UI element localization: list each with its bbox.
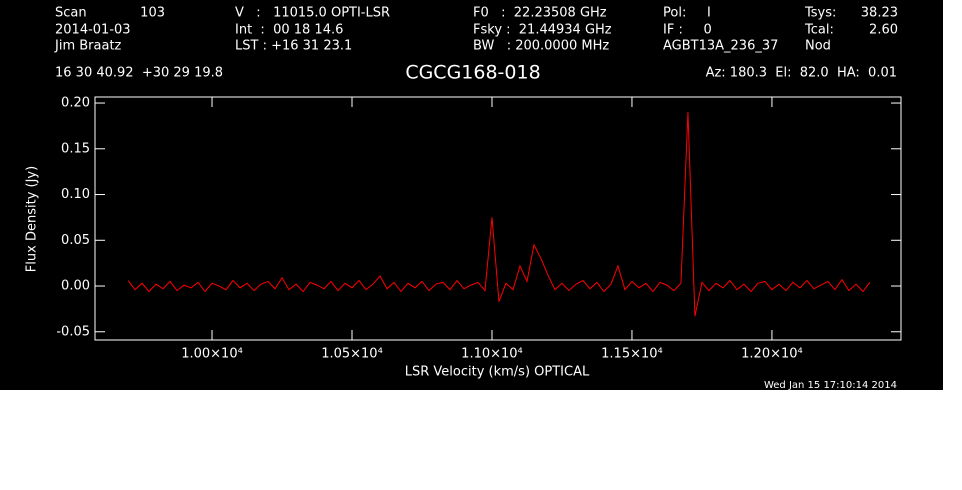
chart-title: CGCG168-018 [405,62,540,84]
x-tick-label: 1.15×10⁴ [601,347,663,362]
header-field: Tsys: [804,6,836,21]
header-field: Jim Braatz [54,39,122,54]
coordinates: 16 30 40.92 +30 29 19.8 [55,66,223,81]
header-field: 2.60 [869,23,898,38]
y-tick-label: 0.05 [61,233,90,248]
y-tick-label: 0.00 [61,279,90,294]
plot-frame [94,96,902,341]
header-field: Int : 00 18 14.6 [235,23,343,38]
header-field: 38.23 [861,6,898,21]
y-tick-label: 0.10 [61,187,90,202]
y-axis-label: Flux Density (Jy) [25,166,40,272]
x-tick-label: 1.05×10⁴ [321,347,383,362]
header-field: V : 11015.0 OPTI-LSR [235,6,390,21]
header-field: IF : 0 [663,23,712,38]
pointing: Az: 180.3 El: 82.0 HA: 0.01 [706,66,897,81]
timestamp: Wed Jan 15 17:10:14 2014 [764,380,897,391]
header-field: 2014-01-03 [55,23,131,38]
header-field: Nod [805,39,831,54]
x-axis-label: LSR Velocity (km/s) OPTICAL [405,365,590,380]
spectrum-line [127,112,871,317]
y-tick-label: -0.05 [56,324,90,339]
header-field: Pol: I [663,6,711,21]
header-field: BW : 200.0000 MHz [473,39,609,54]
header-field: 103 [140,6,165,21]
x-tick-label: 1.10×10⁴ [461,347,523,362]
header-field: F0 : 22.23508 GHz [473,6,607,21]
y-tick-label: 0.15 [61,141,90,156]
header-field: LST : +16 31 23.1 [235,39,352,54]
header-field: AGBT13A_236_37 [663,39,778,54]
x-tick-label: 1.20×10⁴ [741,347,803,362]
header-field: Scan [55,6,87,21]
header-field: Tcal: [804,23,834,38]
x-tick-label: 1.00×10⁴ [181,347,243,362]
y-tick-label: 0.20 [61,96,90,111]
header-field: Fsky : 21.44934 GHz [473,23,612,38]
plot-background [0,0,943,390]
